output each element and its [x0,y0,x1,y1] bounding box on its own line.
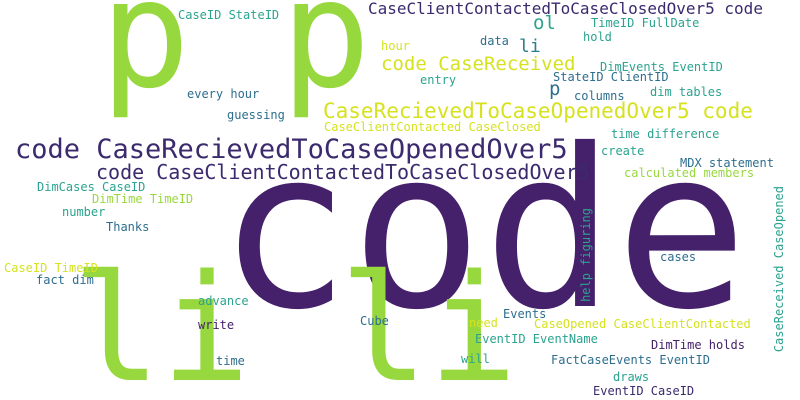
word-ol: ol [533,12,556,34]
word-eventid-caseid: EventID CaseID [593,384,695,398]
word-entry: entry [420,73,457,87]
word-will: will [461,352,490,366]
word-code-contacted-closed: code CaseClientContactedToCaseClosedOver… [96,160,590,184]
word-need: need [469,316,498,330]
word-li-li: li li [72,243,518,400]
word-thanks: Thanks [106,220,150,234]
word-hour: hour [381,39,410,53]
word-code-large: code [218,102,748,358]
word-cube: Cube [360,314,389,328]
word-every-hour: every hour [187,87,260,101]
word-fact-dim: fact dim [36,273,94,287]
word-li-small: li [519,36,541,57]
word-dim-tables: dim tables [650,85,723,99]
word-code-casereceived: code CaseReceived [381,53,576,75]
word-dimcases-caseid: DimCases CaseID [37,180,146,194]
word-stateid-clientid: StateID ClientID [553,70,669,84]
word-p-p: p p [100,0,371,122]
word-contacted-closed-small: CaseClientContacted CaseClosed [324,120,541,134]
word-help-figuring: help figuring [579,208,593,302]
word-write: write [198,318,235,332]
word-code-received-opened: code CaseRecievedToCaseOpenedOver5 [15,134,568,165]
word-events: Events [503,307,547,321]
word-calculated-members: calculated members [624,166,755,180]
word-advance: advance [198,294,249,308]
word-data: data [480,34,509,48]
word-received-opened-code: CaseRecievedToCaseOpenedOver5 code [323,99,753,123]
word-time-difference: time difference [611,127,720,141]
word-dimtime-holds: DimTime holds [651,338,745,352]
word-dimtime-timeid: DimTime TimeID [92,192,194,206]
word-received-opened-vertical: CaseReceived CaseOpened [772,186,786,353]
word-guessing: guessing [227,108,285,122]
word-contacted-closed-code: CaseClientContactedToCaseClosedOver5 cod… [368,0,763,18]
word-time: time [216,354,245,368]
word-create: create [601,144,645,158]
word-cases: cases [660,250,697,264]
word-caseid-timeid: CaseID TimeID [4,261,98,275]
word-timeid-fulldate: TimeID FullDate [591,16,700,30]
word-caseid-stateid: CaseID StateID [178,8,280,22]
word-mdx-statement: MDX statement [680,156,774,170]
word-dimevents-eventid: DimEvents EventID [600,60,723,74]
word-eventid-eventname: EventID EventName [475,332,598,346]
word-factcaseevents-eventid: FactCaseEvents EventID [551,353,710,367]
word-hold: hold [583,30,612,44]
word-number: number [62,205,106,219]
word-p-small: p [549,78,561,100]
word-columns: columns [574,89,625,103]
word-opened-contacted: CaseOpened CaseClientContacted [534,317,751,331]
word-draws: draws [613,370,650,384]
